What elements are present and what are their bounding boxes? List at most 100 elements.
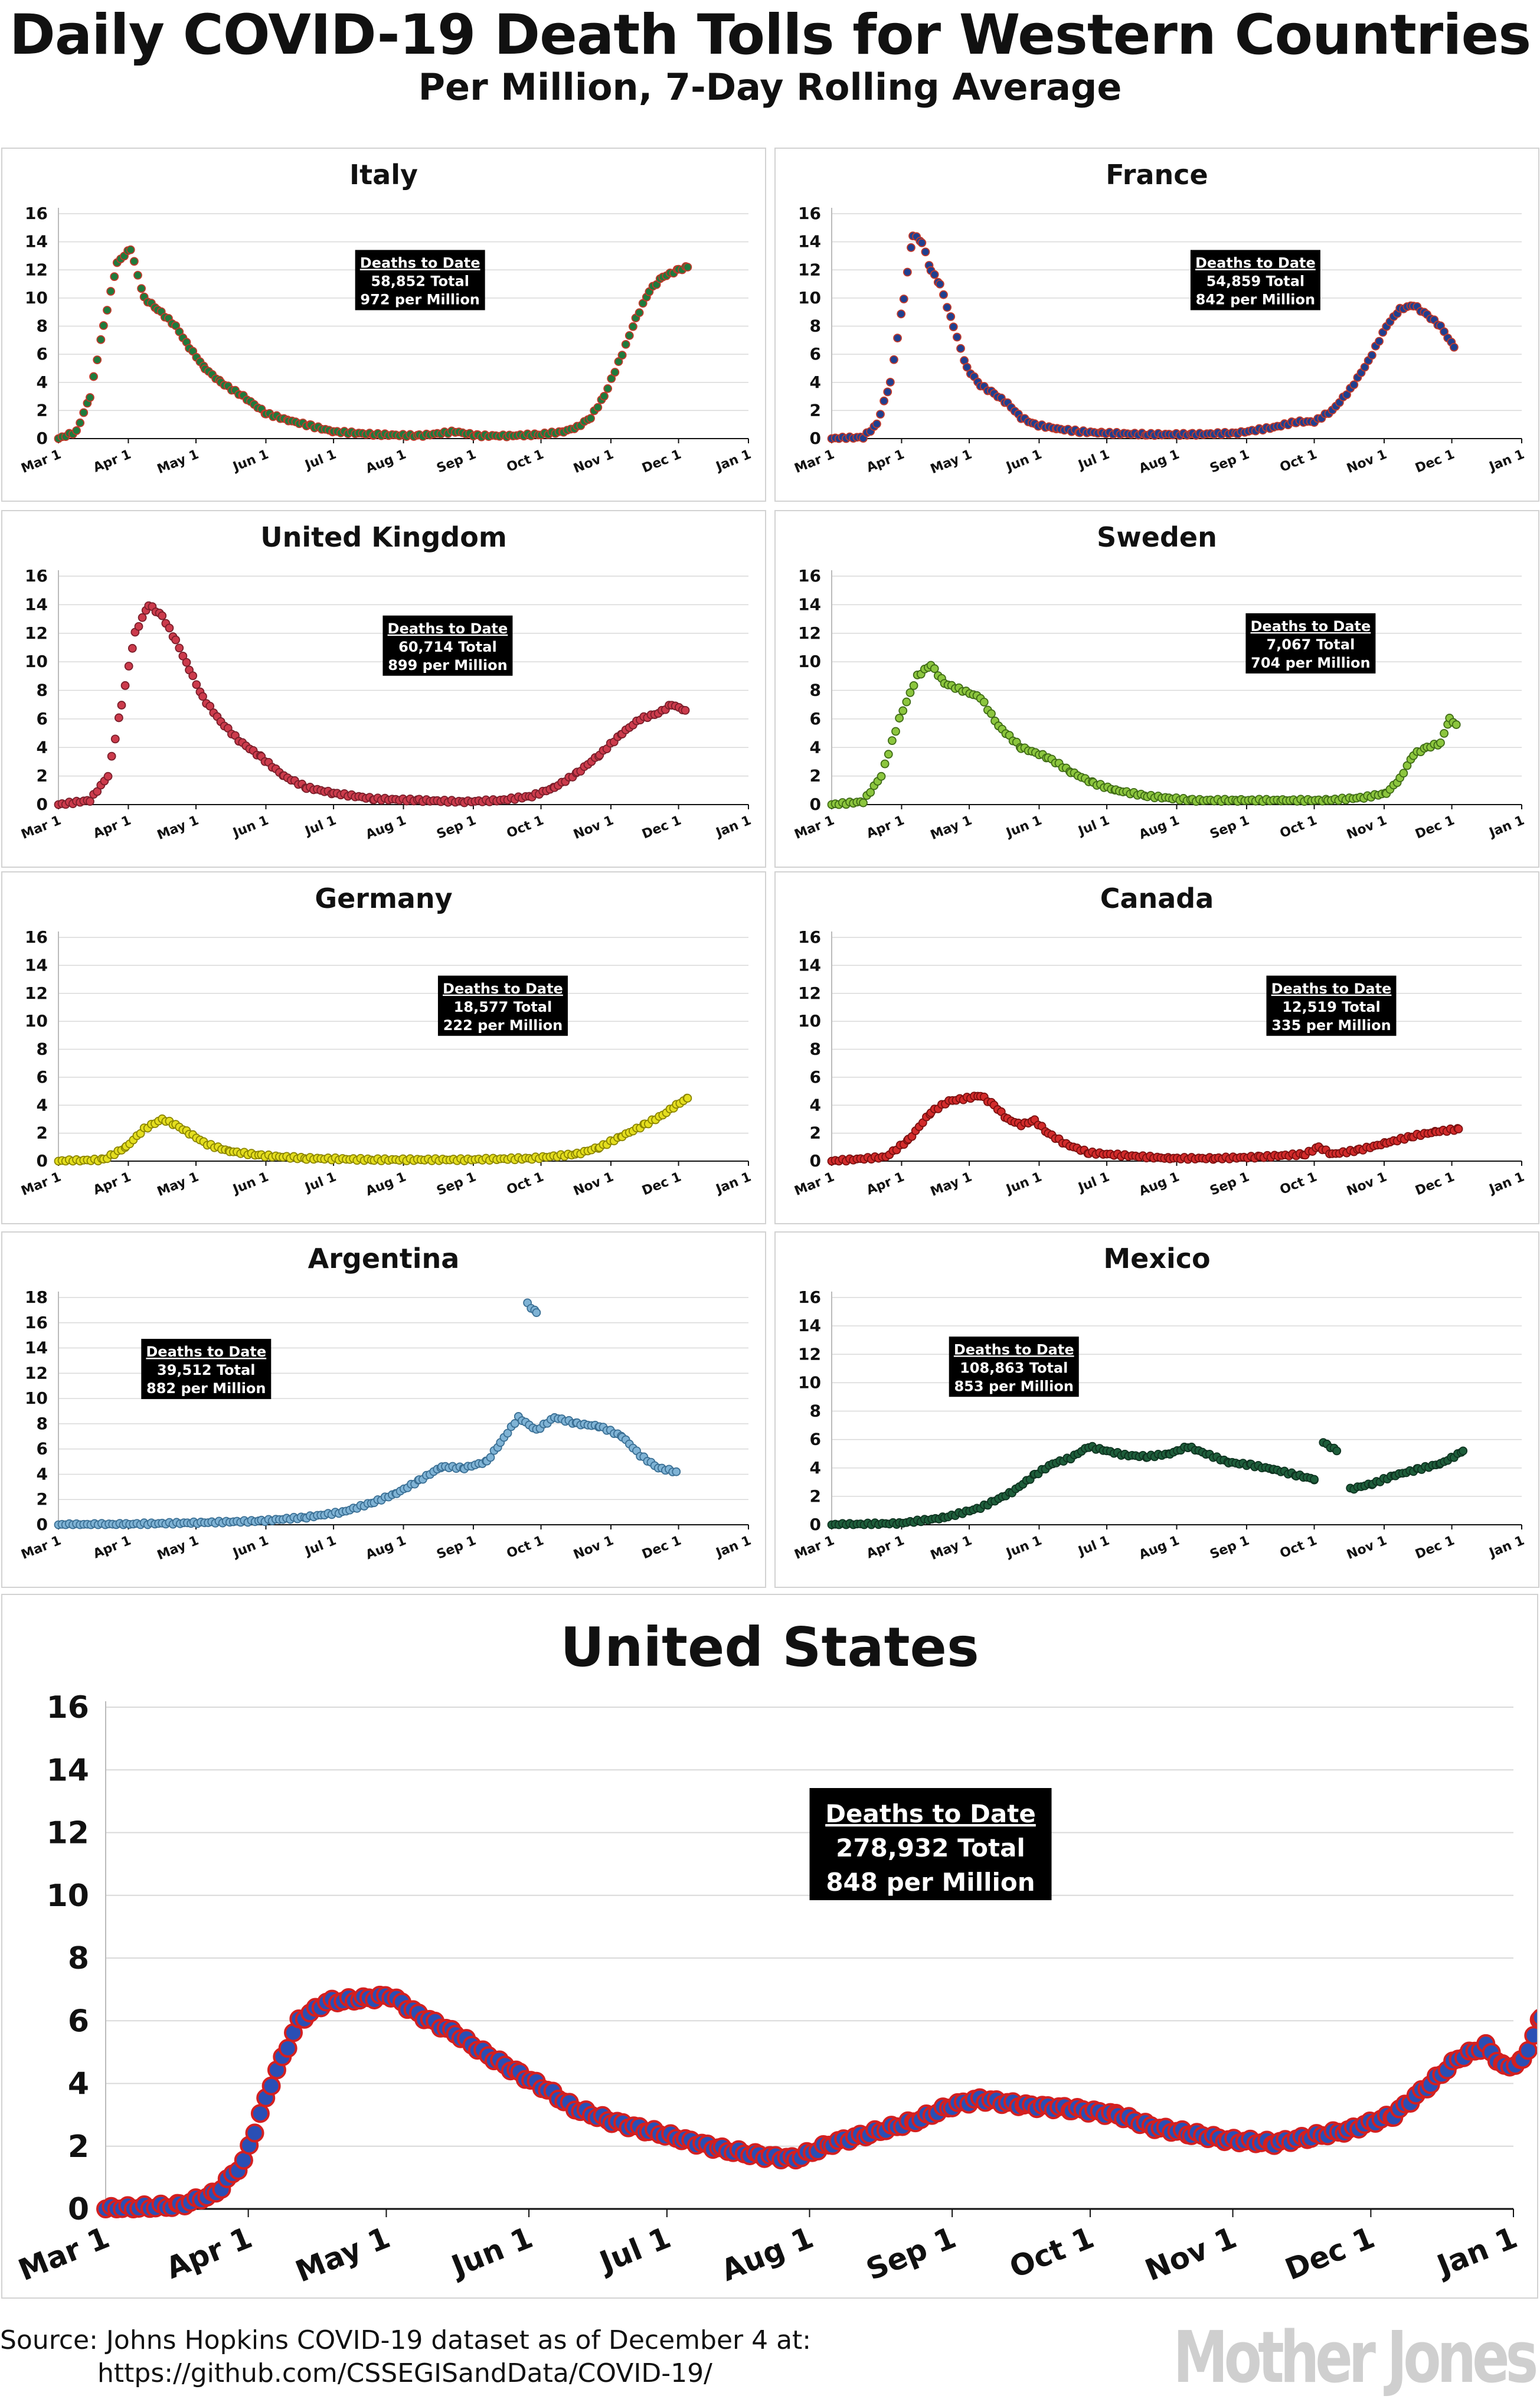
y-tick-label: 6 <box>810 344 821 364</box>
data-point <box>79 408 89 417</box>
y-tick-label: 2 <box>37 400 48 420</box>
y-tick-label: 0 <box>37 795 48 814</box>
data-point <box>1399 769 1408 778</box>
y-tick-label: 0 <box>810 429 821 448</box>
x-tick-label: Jan 1 <box>1486 447 1526 475</box>
y-tick-label: 16 <box>25 204 48 223</box>
data-point <box>876 410 885 419</box>
series-italy-0 <box>54 245 692 443</box>
y-tick-label: 4 <box>37 372 48 392</box>
x-tick-label: Apr 1 <box>91 1169 133 1198</box>
y-tick-label: 12 <box>25 623 48 643</box>
data-point <box>510 1419 519 1428</box>
box-heading: Deaths to Date <box>1251 618 1371 635</box>
x-tick-label: Jan 1 <box>713 1169 753 1197</box>
source-line-1: Source: Johns Hopkins COVID-19 dataset a… <box>0 2325 812 2355</box>
x-tick-label: Nov 1 <box>1345 1533 1389 1563</box>
data-point <box>129 257 139 266</box>
y-tick-label: 14 <box>798 955 821 975</box>
data-point <box>158 611 167 620</box>
chart-panel-argentina: Argentina 0 2 4 6 8 10 12 14 16 18 Mar 1 Apr 1 May 1 J… <box>1 1231 766 1588</box>
y-tick-label: 8 <box>810 1401 821 1421</box>
y-tick-label: 12 <box>798 260 821 279</box>
data-point <box>930 664 939 674</box>
x-tick-label: Oct 1 <box>1278 447 1319 475</box>
data-point <box>909 681 918 690</box>
x-tick-label: Jan 1 <box>1431 2220 1522 2283</box>
series-united-states-0 <box>96 1985 1537 2218</box>
series-united-kingdom-0 <box>54 601 690 809</box>
data-point <box>935 279 944 289</box>
box-per-million: 222 per Million <box>443 1017 563 1034</box>
data-point <box>946 312 956 321</box>
y-tick-label: 2 <box>68 2129 89 2165</box>
x-tick-label: May 1 <box>928 813 974 843</box>
x-tick-label: May 1 <box>155 1533 201 1563</box>
x-tick-label: May 1 <box>155 447 201 477</box>
x-tick-label: Jun 1 <box>230 1533 271 1561</box>
box-heading: Deaths to Date <box>1195 254 1316 271</box>
x-tick-label: Jun 1 <box>230 1169 271 1197</box>
x-tick-label: Apr 1 <box>865 813 907 841</box>
chart-united-states: United States 0 2 4 6 8 10 12 14 16 Mar 1 Apr 1 May … <box>14 1616 1537 2289</box>
data-point <box>1451 720 1461 729</box>
data-point <box>890 355 898 364</box>
series-argentina-1 <box>523 1298 541 1318</box>
data-point <box>175 643 184 653</box>
x-tick-label: Nov 1 <box>571 1533 616 1563</box>
data-point <box>182 658 191 667</box>
x-tick-label: Apr 1 <box>91 813 133 841</box>
x-tick-label: Sep 1 <box>1208 1533 1251 1562</box>
y-tick-label: 8 <box>810 316 821 336</box>
data-point <box>903 267 912 277</box>
x-tick-label: Aug 1 <box>1137 447 1182 476</box>
chart-title: United States <box>560 1616 979 1679</box>
data-point <box>683 1094 692 1103</box>
x-tick-label: Jun 1 <box>445 2220 537 2284</box>
y-tick-label: 4 <box>810 372 821 392</box>
y-tick-label: 8 <box>810 1040 821 1059</box>
series-argentina-0 <box>54 1412 681 1529</box>
box-per-million: 853 per Million <box>954 1378 1073 1394</box>
box-per-million: 842 per Million <box>1196 291 1315 308</box>
data-point <box>278 2038 297 2058</box>
data-point <box>171 635 181 645</box>
y-tick-label: 14 <box>47 1753 89 1788</box>
data-point <box>898 706 908 715</box>
y-tick-label: 12 <box>25 260 48 279</box>
data-point <box>1375 336 1384 346</box>
y-tick-label: 6 <box>37 1439 48 1459</box>
y-tick-label: 0 <box>68 2192 89 2227</box>
source-link[interactable]: https://github.com/CSSEGISandData/COVID-… <box>97 2358 712 2388</box>
data-point <box>137 284 146 293</box>
y-tick-label: 14 <box>25 955 48 975</box>
data-point <box>629 322 637 331</box>
x-tick-label: May 1 <box>155 813 201 843</box>
x-tick-label: Jul 1 <box>1075 1533 1112 1559</box>
box-heading: Deaths to Date <box>1271 980 1392 997</box>
data-point <box>205 701 215 711</box>
box-per-million: 704 per Million <box>1251 655 1370 671</box>
data-point <box>96 335 106 344</box>
data-point <box>905 688 915 697</box>
data-point <box>621 339 630 349</box>
x-tick-label: Dec 1 <box>640 1533 684 1562</box>
box-total: 54,859 Total <box>1207 273 1305 289</box>
y-tick-label: 12 <box>798 983 821 1003</box>
y-tick-label: 4 <box>37 737 48 757</box>
y-tick-label: 10 <box>25 288 48 308</box>
box-total: 278,932 Total <box>836 1833 1025 1862</box>
y-tick-label: 12 <box>47 1816 89 1851</box>
x-tick-label: Sep 1 <box>861 2220 960 2287</box>
y-tick-label: 10 <box>47 1878 89 1914</box>
data-point <box>884 750 893 759</box>
data-point <box>245 2123 264 2143</box>
data-point <box>1367 351 1376 360</box>
x-tick-label: Dec 1 <box>1413 1169 1457 1198</box>
y-tick-label: 14 <box>25 1338 48 1358</box>
chart-title: United Kingdom <box>260 521 507 553</box>
data-point <box>962 362 972 372</box>
data-point <box>103 306 112 315</box>
x-tick-label: Aug 1 <box>364 447 408 476</box>
series-mexico-2 <box>1346 1446 1468 1494</box>
